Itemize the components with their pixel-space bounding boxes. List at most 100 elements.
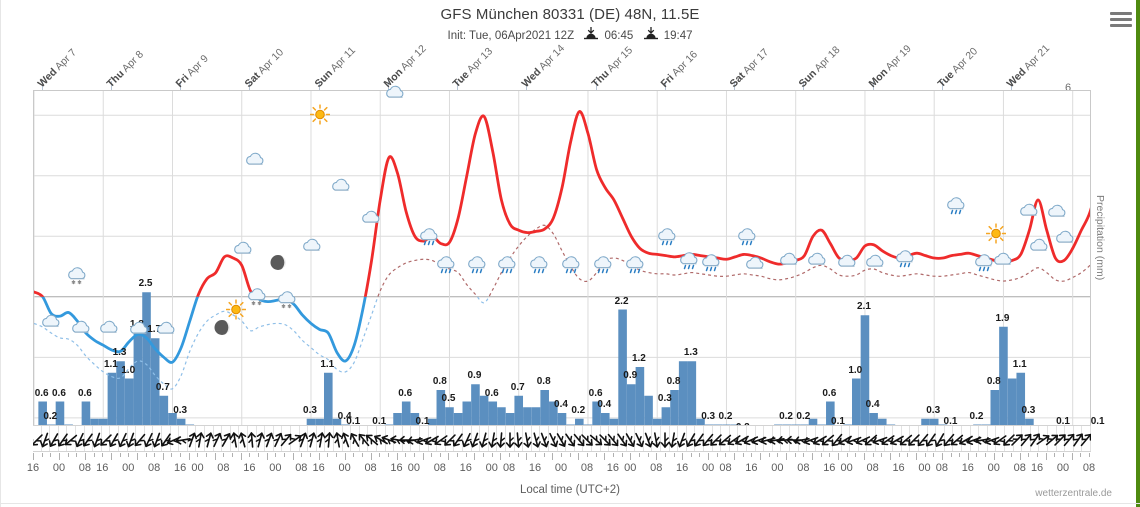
hour-tick	[1045, 453, 1047, 460]
wind-barb	[1054, 426, 1067, 451]
precip-bar-label: 1.3	[683, 347, 698, 359]
wind-arrow-icon	[144, 427, 170, 451]
hour-tick	[941, 453, 943, 460]
precip-bar-label: 1.1	[103, 358, 118, 370]
hour-tick	[552, 453, 554, 460]
wind-arrow-icon	[774, 429, 796, 451]
wind-arrow-icon	[481, 428, 504, 451]
hour-tick	[1063, 453, 1065, 457]
meteogram-plot[interactable]	[33, 90, 1091, 437]
wind-arrow-icon	[419, 426, 446, 451]
day-label: Mon Apr 19	[866, 43, 913, 90]
cloud-icon	[806, 250, 830, 274]
day-label: Thu Apr 8	[104, 49, 145, 90]
hour-label: 00	[338, 462, 351, 474]
hour-tick	[145, 453, 147, 457]
wind-barb	[358, 426, 369, 451]
wind-barb	[187, 426, 197, 451]
hour-label: 16	[312, 462, 325, 474]
wind-arrow-icon	[454, 426, 481, 451]
rain-cloud-icon	[700, 252, 724, 281]
wind-barb	[488, 426, 498, 451]
cloud-icon	[232, 239, 256, 263]
wind-arrow-icon	[223, 428, 246, 451]
wind-barb	[540, 426, 550, 451]
wind-barb	[644, 426, 653, 451]
wind-barb	[625, 426, 636, 451]
wind-arrow-icon	[500, 430, 520, 450]
wind-barb	[549, 426, 559, 451]
hour-tick	[1019, 453, 1021, 460]
hour-tick	[422, 453, 424, 460]
hour-tick	[664, 453, 666, 457]
wind-barb	[91, 426, 102, 451]
hour-label: 00	[554, 462, 568, 474]
wind-barb	[993, 426, 1007, 451]
precip-bar-label: 2.2	[614, 295, 629, 307]
hour-label: 00	[122, 462, 135, 474]
wind-barb	[652, 426, 661, 451]
cloud-icon	[744, 254, 768, 278]
hour-tick	[431, 453, 433, 457]
hour-tick	[803, 453, 805, 457]
wind-barb	[589, 426, 603, 451]
hour-tick	[292, 453, 294, 460]
wind-barb	[514, 426, 524, 451]
wind-arrow-icon	[685, 426, 713, 451]
hour-tick	[284, 453, 286, 457]
precip-bar-label: 0.2	[969, 410, 984, 422]
day-date: Apr 18	[810, 43, 843, 76]
hour-label: 16	[961, 462, 974, 474]
hour-tick	[33, 453, 34, 460]
hour-tick	[240, 453, 242, 460]
hour-tick	[898, 453, 900, 457]
hour-tick	[258, 453, 260, 457]
wind-arrow-icon	[397, 430, 417, 450]
hour-label: 16	[606, 462, 620, 474]
hamburger-icon[interactable]	[1110, 12, 1132, 28]
hour-tick	[612, 453, 614, 457]
hour-label: 16	[174, 462, 187, 474]
rain-cloud-icon	[496, 254, 520, 283]
hour-tick	[465, 453, 467, 457]
hour-tick	[387, 453, 389, 457]
hour-axis: 16 00 08 16 00 08 16 00 08 16 00 08 16 00 08 16 00 08 16 00…	[27, 453, 1095, 479]
wind-arrow-icon	[900, 426, 928, 451]
hour-label: 08	[295, 462, 308, 474]
wind-arrow-icon	[126, 426, 154, 451]
wind-barb	[573, 426, 585, 451]
day-date: Apr 8	[118, 48, 146, 77]
wind-arrow-icon	[626, 426, 653, 451]
hour-tick	[751, 453, 753, 457]
wind-barb	[264, 426, 275, 451]
precip-bar-label: 0.8	[986, 376, 1001, 387]
hour-tick	[933, 453, 935, 457]
hour-tick	[976, 453, 978, 457]
day-tick	[872, 81, 874, 90]
day-tick	[595, 81, 597, 90]
wind-barb	[890, 426, 904, 451]
wind-barb	[434, 426, 448, 451]
hour-tick	[1011, 453, 1013, 457]
hour-tick	[84, 453, 86, 460]
day-label: Sat Apr 10	[243, 46, 287, 90]
hour-tick	[1002, 453, 1004, 457]
wind-barb	[40, 426, 51, 451]
wind-barb	[565, 426, 576, 451]
wind-barb	[523, 426, 532, 451]
wind-barb	[126, 426, 137, 451]
wind-barb	[366, 426, 379, 451]
precipitation-axis-title: Precipitation (mm)	[1094, 195, 1106, 281]
wind-arrow-icon	[1012, 426, 1040, 451]
precip-bar-label: 0.1	[831, 416, 845, 428]
sunrise-time: 06:45	[604, 30, 634, 42]
precip-bar-label: 0.3	[701, 410, 716, 422]
hour-tick	[768, 453, 770, 457]
hour-tick	[985, 453, 987, 457]
wind-barb	[443, 426, 456, 451]
hour-label: 08	[650, 462, 663, 474]
wind-arrow-icon	[49, 426, 77, 451]
wind-barb-lane	[33, 425, 1091, 452]
hour-label: 08	[502, 462, 516, 474]
